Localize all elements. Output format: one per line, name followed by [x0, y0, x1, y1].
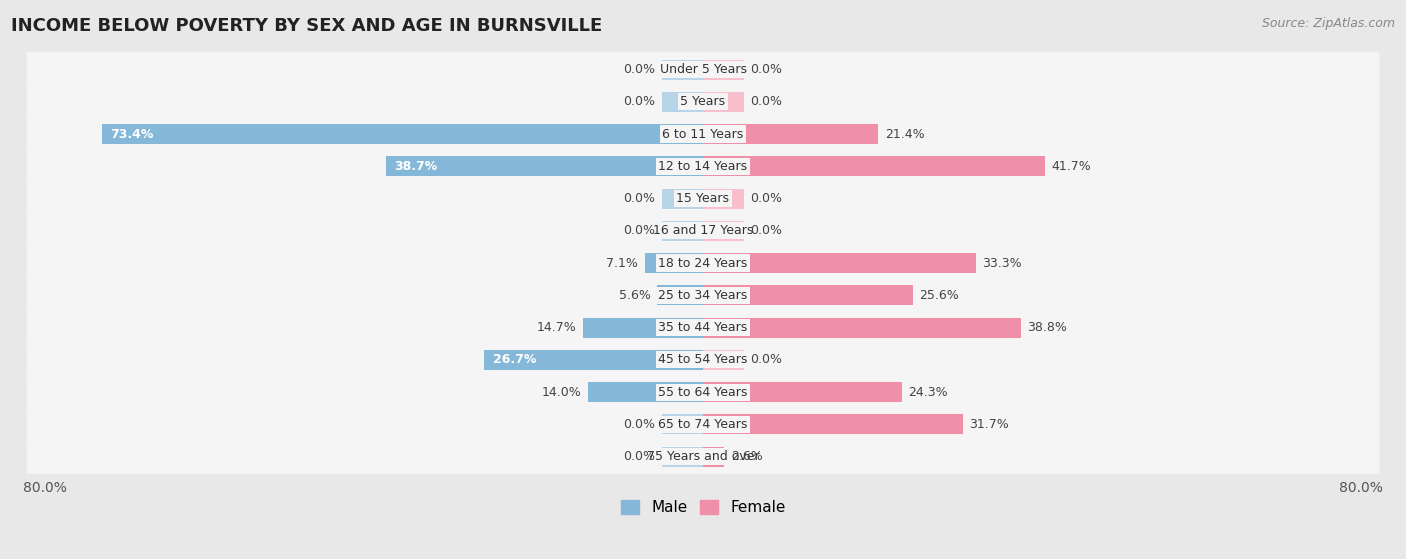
Text: 5.6%: 5.6%	[619, 289, 651, 302]
Bar	[582, 318, 703, 338]
Text: 0.0%: 0.0%	[623, 418, 655, 431]
Text: 0.0%: 0.0%	[751, 224, 783, 238]
Text: 0.0%: 0.0%	[623, 63, 655, 76]
Text: 55 to 64 Years: 55 to 64 Years	[658, 386, 748, 399]
Text: 0.0%: 0.0%	[623, 95, 655, 108]
FancyBboxPatch shape	[27, 343, 1379, 377]
FancyBboxPatch shape	[27, 310, 1379, 345]
Text: 33.3%: 33.3%	[983, 257, 1022, 269]
FancyBboxPatch shape	[27, 439, 1379, 474]
Text: 0.0%: 0.0%	[751, 95, 783, 108]
Text: 25 to 34 Years: 25 to 34 Years	[658, 289, 748, 302]
Bar	[645, 253, 703, 273]
Text: 0.0%: 0.0%	[623, 192, 655, 205]
Bar	[703, 157, 1045, 176]
Bar	[662, 447, 703, 467]
Text: 35 to 44 Years: 35 to 44 Years	[658, 321, 748, 334]
Text: 0.0%: 0.0%	[623, 224, 655, 238]
Text: Under 5 Years: Under 5 Years	[659, 63, 747, 76]
FancyBboxPatch shape	[27, 52, 1379, 87]
Bar	[387, 157, 703, 176]
Text: 18 to 24 Years: 18 to 24 Years	[658, 257, 748, 269]
Text: 80.0%: 80.0%	[22, 481, 67, 495]
Bar	[703, 188, 744, 209]
Legend: Male, Female: Male, Female	[614, 494, 792, 522]
Text: 0.0%: 0.0%	[623, 450, 655, 463]
Text: 65 to 74 Years: 65 to 74 Years	[658, 418, 748, 431]
Bar	[703, 59, 744, 79]
Text: 75 Years and over: 75 Years and over	[647, 450, 759, 463]
Bar	[703, 350, 744, 370]
Bar	[703, 124, 879, 144]
Bar	[703, 414, 963, 434]
FancyBboxPatch shape	[27, 278, 1379, 313]
Text: 26.7%: 26.7%	[492, 353, 536, 366]
Bar	[657, 285, 703, 305]
FancyBboxPatch shape	[27, 181, 1379, 216]
Text: 25.6%: 25.6%	[920, 289, 959, 302]
Text: 14.0%: 14.0%	[543, 386, 582, 399]
FancyBboxPatch shape	[27, 117, 1379, 151]
FancyBboxPatch shape	[27, 84, 1379, 119]
Text: 6 to 11 Years: 6 to 11 Years	[662, 127, 744, 140]
Bar	[662, 414, 703, 434]
Text: 80.0%: 80.0%	[1339, 481, 1384, 495]
FancyBboxPatch shape	[27, 375, 1379, 410]
FancyBboxPatch shape	[27, 214, 1379, 248]
Bar	[662, 59, 703, 79]
Text: 5 Years: 5 Years	[681, 95, 725, 108]
Text: 0.0%: 0.0%	[751, 63, 783, 76]
Text: 15 Years: 15 Years	[676, 192, 730, 205]
Text: 7.1%: 7.1%	[606, 257, 638, 269]
FancyBboxPatch shape	[27, 149, 1379, 184]
Bar	[703, 92, 744, 112]
Bar	[703, 253, 976, 273]
Bar	[662, 221, 703, 241]
Bar	[101, 124, 703, 144]
Bar	[662, 92, 703, 112]
Text: 16 and 17 Years: 16 and 17 Years	[652, 224, 754, 238]
Text: 0.0%: 0.0%	[751, 192, 783, 205]
Bar	[703, 221, 744, 241]
Bar	[703, 447, 724, 467]
Text: 21.4%: 21.4%	[884, 127, 925, 140]
Text: INCOME BELOW POVERTY BY SEX AND AGE IN BURNSVILLE: INCOME BELOW POVERTY BY SEX AND AGE IN B…	[11, 17, 603, 35]
Text: 31.7%: 31.7%	[969, 418, 1010, 431]
Text: 2.6%: 2.6%	[731, 450, 762, 463]
Bar	[484, 350, 703, 370]
Bar	[662, 188, 703, 209]
FancyBboxPatch shape	[27, 407, 1379, 442]
Text: 24.3%: 24.3%	[908, 386, 948, 399]
Bar	[703, 285, 912, 305]
Bar	[588, 382, 703, 402]
Bar	[703, 382, 903, 402]
Text: 41.7%: 41.7%	[1052, 160, 1091, 173]
FancyBboxPatch shape	[27, 245, 1379, 281]
Text: 38.7%: 38.7%	[394, 160, 437, 173]
Text: 0.0%: 0.0%	[751, 353, 783, 366]
Text: 73.4%: 73.4%	[110, 127, 153, 140]
Text: 14.7%: 14.7%	[536, 321, 576, 334]
Bar	[703, 318, 1021, 338]
Text: 38.8%: 38.8%	[1028, 321, 1067, 334]
Text: Source: ZipAtlas.com: Source: ZipAtlas.com	[1261, 17, 1395, 30]
Text: 45 to 54 Years: 45 to 54 Years	[658, 353, 748, 366]
Text: 12 to 14 Years: 12 to 14 Years	[658, 160, 748, 173]
